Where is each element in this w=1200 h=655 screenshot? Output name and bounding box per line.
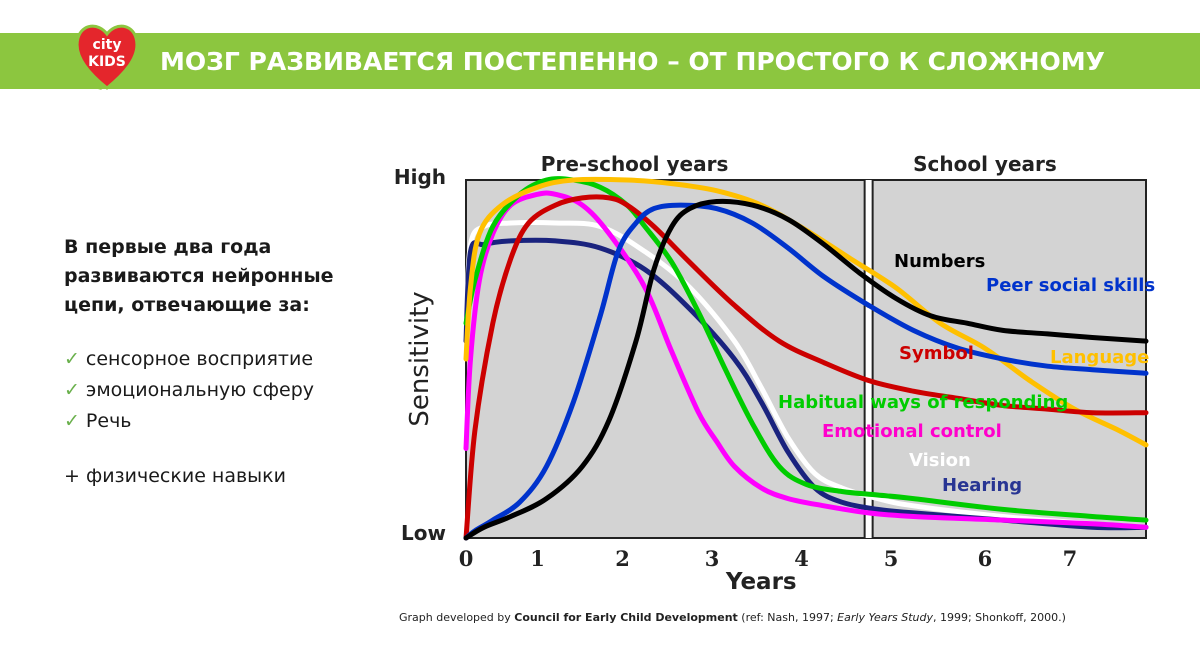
check-icon: ✓ [64, 348, 80, 370]
curve-vision [463, 220, 1149, 530]
region-label: Pre-school years [541, 152, 729, 176]
series-label-emotional-control: Emotional control [822, 421, 1002, 442]
curves [463, 176, 1149, 541]
intro-heading: В первые два года развиваются нейронные … [64, 236, 334, 316]
check-icon: ✓ [64, 379, 80, 401]
city-kids-logo: city KIDS [72, 16, 142, 94]
region-divider [864, 180, 873, 538]
logo-text-kids: KIDS [88, 54, 126, 70]
caption-ref-open: (ref: Nash, 1997; [737, 611, 838, 624]
extra-note: + физические навыки [64, 465, 287, 487]
caption-org: Council for Early Child Development [514, 611, 738, 624]
series-label-vision: Vision [909, 450, 971, 471]
y-label-high: High [394, 165, 446, 189]
curve-peer-social-skills [463, 202, 1149, 541]
series-label-language: Language [1050, 347, 1149, 368]
left-text-block: В первые два года развиваются нейронные … [64, 233, 364, 487]
x-tick-label: 5 [884, 546, 899, 571]
series-label-hearing: Hearing [942, 475, 1022, 496]
curve-habitual-ways-of-responding [463, 176, 1149, 523]
bullet-item: ✓ сенсорное восприятие [64, 344, 364, 375]
region-label: School years [913, 152, 1057, 176]
y-axis-title: Sensitivity [405, 291, 435, 426]
series-label-habitual-ways-of-responding: Habitual ways of responding [778, 392, 1068, 413]
bullet-item: ✓ Речь [64, 406, 364, 437]
curve-numbers [463, 198, 1149, 541]
page-title: МОЗГ РАЗВИВАЕТСЯ ПОСТЕПЕННО – ОТ ПРОСТОГ… [160, 47, 1105, 76]
sensitivity-chart: Pre-school years School years Vision Hearin… [394, 152, 1155, 595]
series-label-numbers: Numbers [894, 251, 985, 272]
x-tick-label: 7 [1063, 546, 1078, 571]
title-bar: МОЗГ РАЗВИВАЕТСЯ ПОСТЕПЕННО – ОТ ПРОСТОГ… [0, 33, 1200, 89]
chart-caption: Graph developed by Council for Early Chi… [399, 611, 1066, 624]
bullet-text: эмоциональную сферу [85, 379, 315, 401]
curve-hearing [463, 237, 1149, 531]
x-axis-title: Years [725, 569, 797, 595]
x-tick-label: 3 [705, 546, 720, 571]
x-tick-label: 2 [615, 546, 630, 571]
y-label-low: Low [401, 521, 446, 545]
series-label-symbol: Symbol [899, 343, 974, 364]
caption-prefix: Graph developed by [399, 611, 515, 624]
caption-ref-close: , 1999; Shonkoff, 2000.) [932, 611, 1066, 624]
curve-symbol [463, 194, 1149, 541]
bullet-text: сенсорное восприятие [85, 348, 314, 370]
x-tick-label: 6 [978, 546, 993, 571]
x-tick-label: 4 [794, 546, 809, 571]
series-label-peer-social-skills: Peer social skills [986, 275, 1155, 296]
bullet-item: ✓ эмоциональную сферу [64, 375, 364, 406]
caption-ref-italic: Early Years Study [837, 611, 933, 624]
bullet-text: Речь [85, 410, 132, 432]
check-icon: ✓ [64, 410, 80, 432]
logo-text-city: city [93, 37, 122, 53]
x-tick-label: 1 [530, 546, 545, 571]
x-tick-label: 0 [459, 546, 474, 571]
chart-labels: Pre-school years School years Vision Hearin… [394, 152, 1155, 595]
bullet-list: ✓ сенсорное восприятие ✓ эмоциональную сфе… [64, 344, 364, 437]
